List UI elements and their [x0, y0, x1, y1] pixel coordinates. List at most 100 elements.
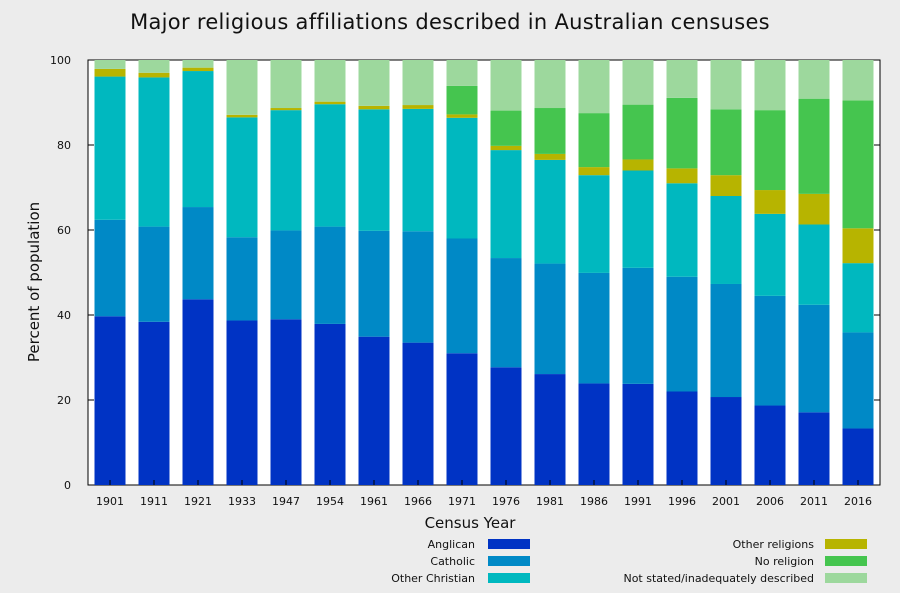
x-tick-label: 1976 — [492, 495, 520, 508]
bar-segment-2001-catholic — [710, 283, 742, 398]
bar-segment-1954-other-christian — [314, 104, 346, 227]
bar-segment-1961-other-christian — [358, 109, 390, 231]
bar-segment-1991-other-religions — [622, 159, 654, 171]
bar-segment-1921-not-stated-inadequately-described — [182, 60, 214, 68]
legend-swatch-other-christian — [488, 573, 530, 583]
x-tick-label: 1971 — [448, 495, 476, 508]
bar-segment-1971-catholic — [446, 238, 478, 354]
bar-segment-1901-anglican — [94, 316, 126, 485]
bar-segment-2001-other-religions — [710, 175, 742, 196]
bar-segment-1976-other-christian — [490, 150, 522, 259]
chart-title: Major religious affiliations described i… — [130, 10, 770, 34]
y-axis-label: Percent of population — [25, 202, 43, 362]
bar-segment-2006-not-stated-inadequately-described — [754, 60, 786, 111]
y-tick-label: 20 — [57, 394, 71, 407]
bar-segment-1954-other-religions — [314, 101, 346, 105]
bar-segment-1981-other-religions — [534, 153, 566, 160]
x-tick-label: 1986 — [580, 495, 608, 508]
bar-segment-1986-no-religion — [578, 113, 610, 168]
bar-segment-1976-not-stated-inadequately-described — [490, 60, 522, 111]
bar-segment-1966-catholic — [402, 231, 434, 343]
bar-segment-1933-anglican — [226, 320, 258, 485]
legend-swatch-no-religion — [825, 556, 867, 566]
bar-segment-1921-catholic — [182, 207, 214, 300]
bar-segment-1901-catholic — [94, 219, 126, 317]
bar-segment-1947-not-stated-inadequately-described — [270, 60, 302, 109]
y-tick-label: 0 — [64, 479, 71, 492]
bars-group — [94, 60, 874, 486]
bar-segment-1933-not-stated-inadequately-described — [226, 60, 258, 115]
bar-segment-1966-other-christian — [402, 108, 434, 232]
bar-segment-2011-not-stated-inadequately-described — [798, 60, 830, 99]
bar-segment-1976-catholic — [490, 258, 522, 368]
bar-segment-1971-anglican — [446, 353, 478, 485]
bar-segment-1921-anglican — [182, 299, 214, 485]
legend-label-anglican: Anglican — [428, 538, 475, 551]
bar-segment-1981-not-stated-inadequately-described — [534, 60, 566, 109]
bar-segment-2001-not-stated-inadequately-described — [710, 60, 742, 110]
bar-segment-2011-anglican — [798, 412, 830, 485]
x-tick-label: 1911 — [140, 495, 168, 508]
x-tick-label: 1954 — [316, 495, 344, 508]
bar-segment-1986-not-stated-inadequately-described — [578, 60, 610, 114]
x-tick-label: 1991 — [624, 495, 652, 508]
bar-segment-2016-other-christian — [842, 263, 874, 333]
bar-segment-1991-catholic — [622, 267, 654, 384]
bar-segment-1966-other-religions — [402, 105, 434, 109]
bar-segment-1971-not-stated-inadequately-described — [446, 60, 478, 86]
bar-segment-1981-anglican — [534, 374, 566, 485]
bar-segment-1986-catholic — [578, 272, 610, 384]
x-tick-label: 1961 — [360, 495, 388, 508]
legend-label-not-stated-inadequately-described: Not stated/inadequately described — [623, 572, 814, 585]
bar-segment-2006-anglican — [754, 405, 786, 485]
x-tick-label: 1966 — [404, 495, 432, 508]
bar-segment-1986-other-christian — [578, 175, 610, 273]
bar-segment-2011-catholic — [798, 304, 830, 413]
bar-segment-1961-anglican — [358, 336, 390, 485]
y-tick-label: 40 — [57, 309, 71, 322]
bar-segment-2001-anglican — [710, 397, 742, 485]
bar-segment-1981-no-religion — [534, 108, 566, 154]
bar-segment-2011-no-religion — [798, 98, 830, 194]
legend: Anglican Catholic Other Christian Other rel… — [391, 538, 867, 585]
bar-segment-1933-catholic — [226, 237, 258, 321]
x-tick-label: 1996 — [668, 495, 696, 508]
bar-segment-2006-other-christian — [754, 213, 786, 296]
bar-segment-1996-not-stated-inadequately-described — [666, 60, 698, 98]
bar-segment-1961-catholic — [358, 230, 390, 337]
bar-segment-1996-other-religions — [666, 168, 698, 184]
bar-segment-1986-anglican — [578, 383, 610, 485]
bar-segment-1947-catholic — [270, 230, 302, 320]
bar-segment-1966-not-stated-inadequately-described — [402, 60, 434, 106]
legend-label-catholic: Catholic — [430, 555, 475, 568]
bar-segment-1981-other-christian — [534, 159, 566, 264]
x-axis-ticks: 1901 1911 1921 1933 1947 1954 1961 1966 1971 1976… — [96, 480, 872, 508]
bar-segment-1981-catholic — [534, 263, 566, 375]
legend-label-no-religion: No religion — [755, 555, 814, 568]
bar-segment-2001-no-religion — [710, 109, 742, 176]
bar-segment-1901-other-christian — [94, 76, 126, 220]
x-tick-label: 1901 — [96, 495, 124, 508]
y-axis-ticks: 0 20 40 60 80 100 — [50, 54, 880, 492]
bar-segment-2016-not-stated-inadequately-described — [842, 60, 874, 101]
x-tick-label: 1921 — [184, 495, 212, 508]
bar-segment-1911-other-christian — [138, 77, 170, 227]
x-axis-label: Census Year — [425, 514, 517, 532]
plot-area — [87, 59, 881, 486]
x-tick-label: 2016 — [844, 495, 872, 508]
bar-segment-1991-anglican — [622, 383, 654, 485]
x-tick-label: 2001 — [712, 495, 740, 508]
bar-segment-2016-other-religions — [842, 228, 874, 264]
bar-segment-1933-other-christian — [226, 117, 258, 238]
legend-swatch-other-religions — [825, 539, 867, 549]
y-tick-label: 80 — [57, 139, 71, 152]
bar-segment-1991-not-stated-inadequately-described — [622, 60, 654, 105]
bar-segment-1996-catholic — [666, 276, 698, 392]
bar-segment-1976-other-religions — [490, 145, 522, 151]
legend-label-other-christian: Other Christian — [391, 572, 475, 585]
bar-segment-1954-anglican — [314, 323, 346, 485]
bar-segment-1961-other-religions — [358, 105, 390, 110]
x-tick-label: 1947 — [272, 495, 300, 508]
bar-segment-1911-other-religions — [138, 72, 170, 78]
